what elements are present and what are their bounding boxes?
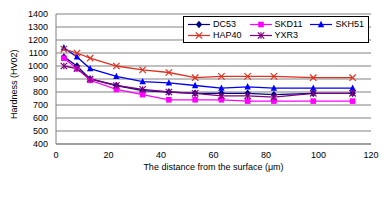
svg-text:120: 120 xyxy=(363,150,378,160)
svg-text:800: 800 xyxy=(33,87,48,97)
svg-text:80: 80 xyxy=(261,150,271,160)
svg-text:100: 100 xyxy=(311,150,326,160)
svg-text:1200: 1200 xyxy=(28,35,48,45)
svg-text:500: 500 xyxy=(33,126,48,136)
svg-text:600: 600 xyxy=(33,113,48,123)
svg-text:1100: 1100 xyxy=(29,48,48,58)
svg-text:400: 400 xyxy=(33,139,48,149)
html-text:HAP40: HAP40 xyxy=(213,30,242,40)
html-text:SKH51: SKH51 xyxy=(335,19,364,29)
svg-text:700: 700 xyxy=(33,100,48,110)
svg-text:900: 900 xyxy=(33,74,48,84)
svg-text:Hardness (HV02): Hardness (HV02) xyxy=(9,49,19,119)
svg-text:1400: 1400 xyxy=(28,9,48,19)
svg-text:1300: 1300 xyxy=(28,22,48,32)
html-text:DC53: DC53 xyxy=(213,19,237,29)
svg-text:60: 60 xyxy=(208,150,218,160)
svg-text:The distance from the surface: The distance from the surface (μm) xyxy=(143,162,283,172)
html-text:YXR3: YXR3 xyxy=(274,30,299,40)
svg-text:40: 40 xyxy=(156,150,166,160)
svg-text:20: 20 xyxy=(103,150,113,160)
svg-text:0: 0 xyxy=(53,150,58,160)
html-text:SKD11: SKD11 xyxy=(274,19,303,29)
svg-text:1000: 1000 xyxy=(28,61,48,71)
